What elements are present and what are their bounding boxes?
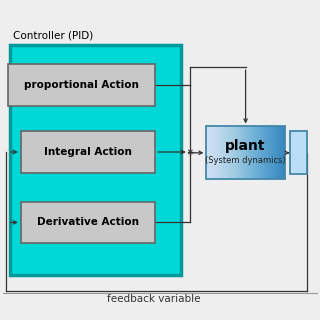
Text: Controller (PID): Controller (PID) (13, 30, 93, 40)
FancyBboxPatch shape (8, 64, 155, 106)
Text: feedback variable: feedback variable (107, 294, 200, 304)
FancyBboxPatch shape (21, 131, 155, 173)
FancyBboxPatch shape (10, 45, 181, 275)
Text: Integral Action: Integral Action (44, 147, 132, 157)
FancyBboxPatch shape (21, 202, 155, 243)
Text: proportional Action: proportional Action (24, 80, 139, 90)
FancyBboxPatch shape (290, 131, 307, 174)
Text: Derivative Action: Derivative Action (37, 217, 139, 228)
Text: plant: plant (225, 139, 266, 153)
Text: (System dynamics): (System dynamics) (205, 156, 286, 165)
